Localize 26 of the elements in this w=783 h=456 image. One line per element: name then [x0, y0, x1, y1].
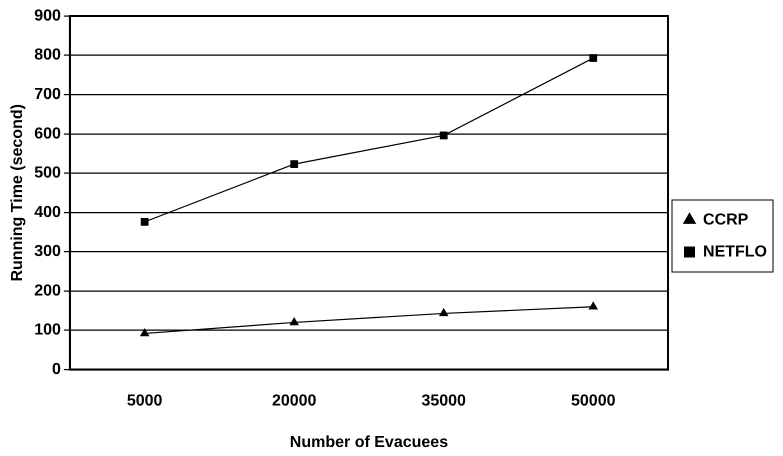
x-tick-label: 35000: [421, 392, 466, 410]
point: [589, 54, 598, 62]
x-tick-label: 5000: [126, 392, 163, 410]
y-tick-label: 100: [34, 322, 61, 339]
x-tick-label: 20000: [272, 392, 317, 410]
legend-label: CCRP: [703, 211, 749, 228]
legend-label: NETFLO: [703, 243, 768, 260]
point: [290, 160, 298, 168]
point: [289, 316, 299, 326]
y-axis-title: Running Time (second): [9, 104, 26, 282]
point: [140, 328, 150, 336]
point: [440, 132, 448, 140]
y-tick-label: 800: [34, 46, 61, 64]
y-tick-label: 600: [34, 125, 61, 142]
y-tick-label: 400: [34, 204, 61, 221]
point: [588, 301, 598, 310]
point: [438, 308, 448, 316]
y-tick-label: 500: [34, 164, 61, 182]
x-tick-label: 50000: [570, 392, 616, 410]
y-tick-label: 700: [34, 86, 61, 103]
y-tick-label: 0: [52, 361, 61, 378]
point: [140, 218, 149, 226]
y-tick-label: 300: [34, 243, 61, 260]
x-axis-title: Number of Evacuees: [290, 434, 448, 451]
y-tick-label: 200: [34, 282, 61, 300]
y-tick-label: 900: [34, 7, 61, 24]
